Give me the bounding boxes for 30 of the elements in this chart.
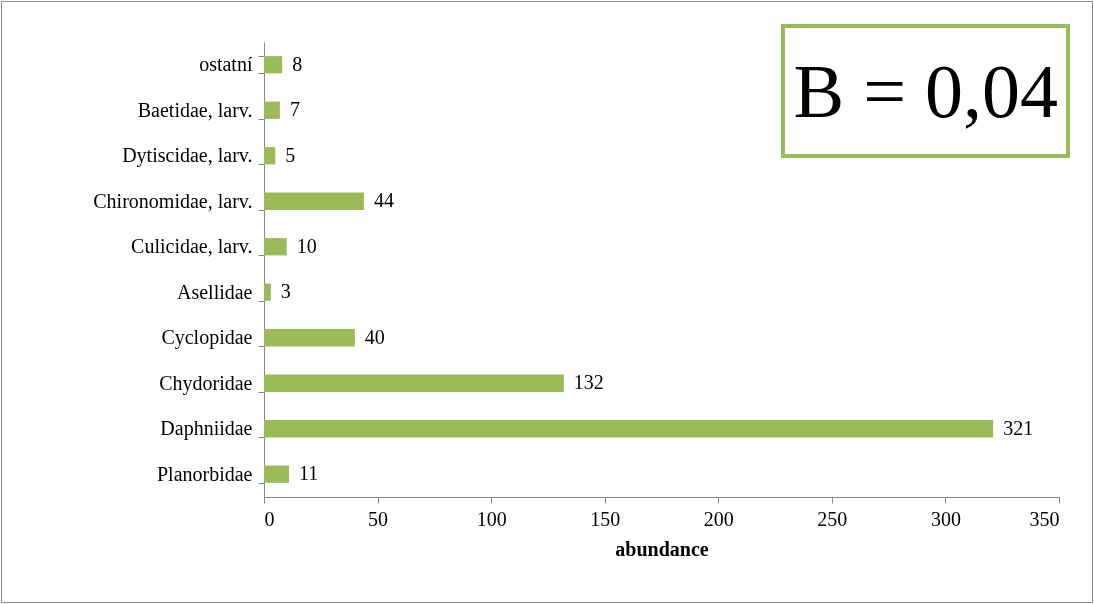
y-tick-label: Daphniidae — [160, 417, 253, 441]
x-tick-label: 100 — [476, 507, 507, 530]
data-label: 321 — [1003, 416, 1034, 439]
data-label: 132 — [573, 371, 604, 394]
y-tick-label: ostatní — [199, 53, 253, 76]
y-tick-label: Baetidae, larv. — [137, 98, 253, 121]
x-axis-title: abundance — [615, 537, 709, 560]
y-tick-label: Culicidae, larv. — [131, 235, 253, 258]
data-label: 11 — [298, 462, 319, 485]
x-tick-label: 350 — [1029, 507, 1060, 530]
data-label: 40 — [364, 325, 385, 348]
x-tick-label: 0 — [264, 507, 275, 530]
y-tick-label: Chydoridae — [159, 371, 253, 395]
data-label: 5 — [285, 143, 296, 166]
y-tick-label: Chironomidae, larv. — [93, 189, 253, 212]
data-label: 8 — [292, 52, 303, 75]
x-tick-label: 200 — [703, 507, 734, 530]
annotation-box: B = 0,04 — [781, 24, 1070, 158]
data-label: 7 — [289, 98, 300, 121]
y-tick-label: Dytiscidae, larv. — [122, 144, 253, 168]
data-label: 3 — [280, 280, 291, 303]
x-tick-label: 300 — [930, 507, 961, 530]
x-tick-label: 250 — [817, 507, 848, 530]
x-tick-label: 150 — [590, 507, 621, 530]
y-tick-label: Planorbidae — [156, 462, 253, 485]
data-label: 10 — [296, 234, 317, 257]
x-tick-label: 50 — [368, 507, 389, 530]
y-tick-label: Asellidae — [176, 280, 253, 303]
data-label: 44 — [373, 189, 394, 212]
y-tick-label: Cyclopidae — [161, 326, 253, 350]
